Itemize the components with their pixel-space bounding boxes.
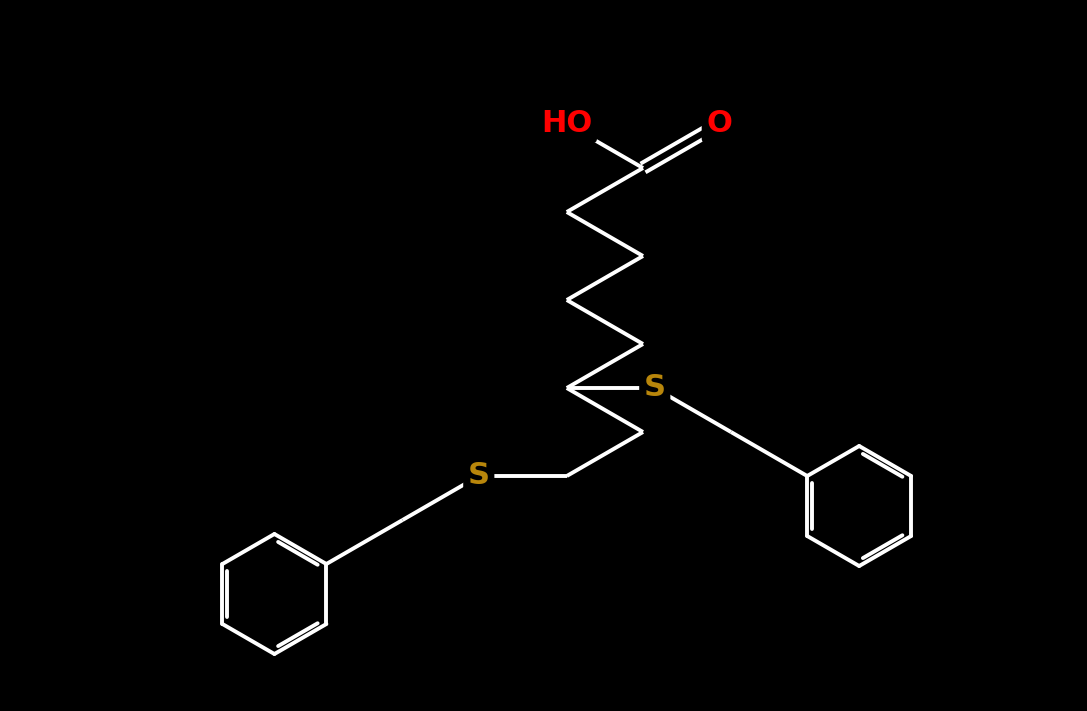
Text: O: O bbox=[707, 109, 733, 139]
Text: S: S bbox=[467, 461, 490, 491]
Text: HO: HO bbox=[541, 109, 592, 139]
Text: S: S bbox=[644, 373, 666, 402]
